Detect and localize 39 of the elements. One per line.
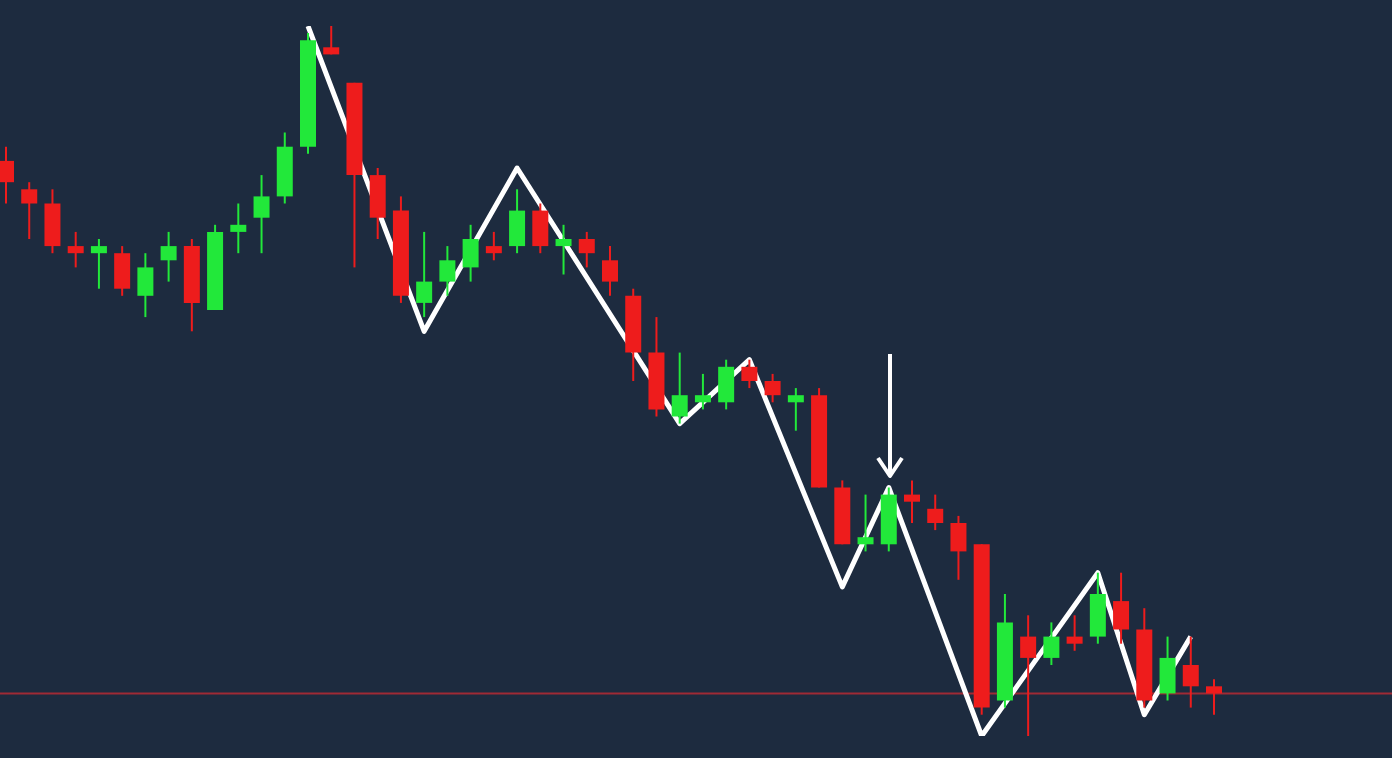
candlestick [253, 174, 270, 255]
candlestick [439, 245, 456, 297]
candlestick [90, 238, 107, 290]
candlestick [927, 493, 944, 532]
candlestick [1043, 621, 1060, 666]
candlestick [137, 252, 154, 319]
candlestick [1113, 571, 1130, 645]
candlestick [718, 358, 735, 411]
candlestick [555, 223, 572, 276]
candlestick [114, 245, 131, 297]
candlestick [764, 372, 781, 404]
candlestick [21, 181, 38, 240]
candlestick [416, 230, 433, 319]
candlestick [369, 167, 386, 240]
candlestick [671, 351, 688, 425]
candlestick [904, 479, 920, 524]
candlestick [0, 145, 14, 205]
candlestick [532, 202, 549, 255]
candlestick [462, 223, 479, 283]
candlestick [1089, 571, 1106, 645]
candlestick [1206, 678, 1222, 716]
candlestick [1020, 614, 1037, 737]
candlestick [578, 230, 595, 269]
candlestick [1182, 635, 1199, 709]
candlestick [602, 245, 618, 297]
candlestick [485, 230, 502, 262]
candlestick [1066, 614, 1083, 652]
candlestick [787, 387, 804, 432]
candlestick [230, 202, 247, 255]
candlestick [1159, 635, 1176, 702]
candlestick [44, 188, 61, 255]
candlestick [509, 188, 526, 255]
candlestick [950, 514, 967, 581]
candlestick [741, 358, 758, 390]
candlestick [694, 372, 711, 411]
candlestick [857, 493, 874, 553]
candlestick [160, 230, 177, 283]
candlestick [323, 25, 340, 56]
candlestick [67, 230, 84, 269]
